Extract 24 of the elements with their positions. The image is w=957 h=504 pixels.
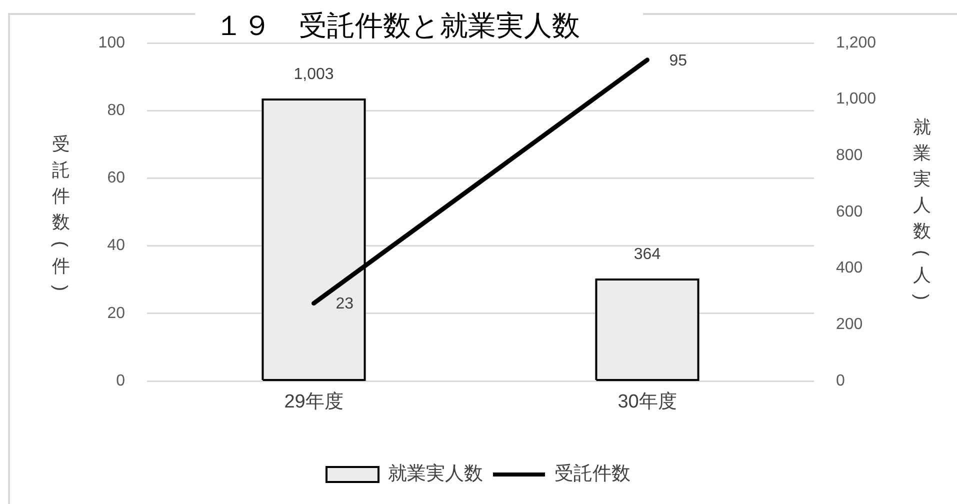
legend-label: 受託件数 [554,464,630,485]
y2-tick-label: 200 [836,316,863,334]
y-axis-title: 受託件数(件) [50,133,72,293]
y2-tick-label: 1,200 [836,34,876,52]
data-label: 364 [634,246,661,263]
legend-label: 就業実人数 [388,462,483,485]
y2-tick-label: 1,000 [836,90,876,108]
data-label: 95 [669,52,688,70]
y-tick-label: 100 [98,34,126,52]
y2-tick-label: 400 [836,260,863,277]
y2-tick-label: 0 [836,372,845,390]
y-tick-label: 0 [116,372,126,390]
y2-tick-label: 800 [836,147,863,164]
y-tick-label: 20 [107,304,126,322]
y-tick-label: 80 [107,102,126,120]
data-label: 1,003 [294,66,334,83]
y2-tick-label: 600 [836,203,863,220]
data-label: 23 [336,296,354,313]
x-tick-label: 30年度 [618,390,677,413]
chart-title: １９ 受託件数と就業実人数 [215,10,580,42]
y-tick-label: 60 [107,170,126,187]
y2-axis-title: 就業実人数(人) [911,116,933,302]
x-tick-label: 29年度 [284,390,344,413]
y-tick-label: 40 [107,237,126,254]
